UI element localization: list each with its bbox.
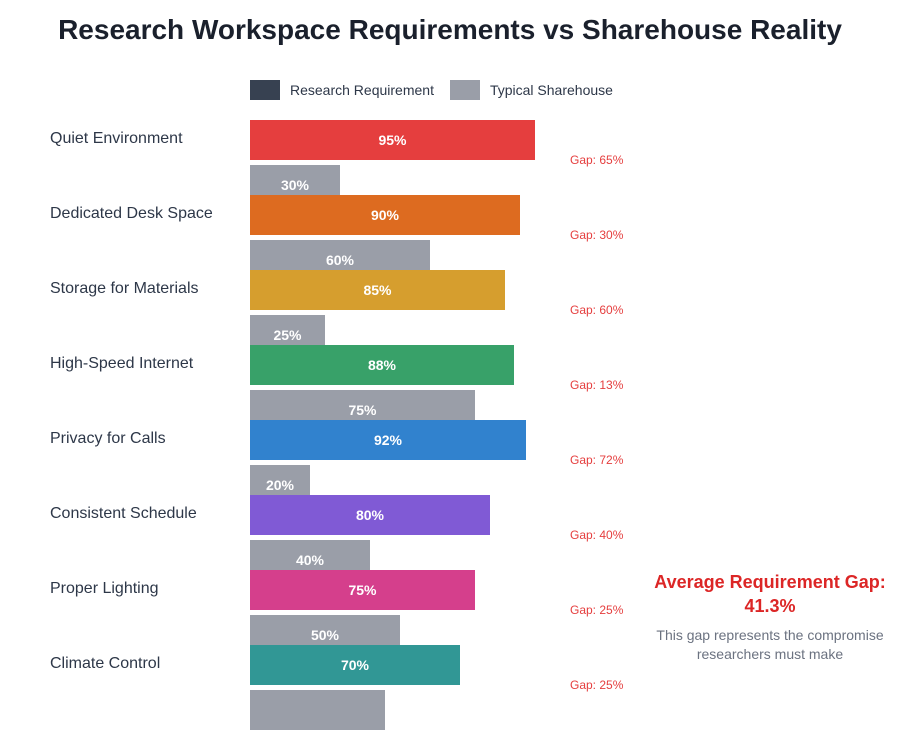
legend-swatch-requirement bbox=[250, 80, 280, 100]
summary-box: Average Requirement Gap: 41.3% This gap … bbox=[645, 570, 895, 664]
gap-label: Gap: 40% bbox=[570, 528, 624, 542]
requirement-bar: 92% bbox=[250, 420, 526, 460]
gap-label: Gap: 30% bbox=[570, 228, 624, 242]
requirement-bar: 75% bbox=[250, 570, 475, 610]
category-label: Dedicated Desk Space bbox=[50, 205, 213, 222]
legend-swatch-sharehouse bbox=[449, 80, 480, 100]
requirement-bar: 85% bbox=[250, 270, 505, 310]
category-label: Climate Control bbox=[50, 655, 161, 672]
category-label: Storage for Materials bbox=[50, 280, 199, 297]
requirement-bar: 70% bbox=[250, 645, 460, 685]
gap-label: Gap: 25% bbox=[570, 603, 624, 617]
gap-label: Gap: 25% bbox=[570, 678, 624, 692]
requirement-bar: 80% bbox=[250, 495, 490, 535]
category-label: Proper Lighting bbox=[50, 580, 159, 597]
gap-label: Gap: 60% bbox=[570, 303, 624, 317]
gap-label: Gap: 13% bbox=[570, 378, 624, 392]
gap-label: Gap: 65% bbox=[570, 153, 624, 167]
legend-label-requirement: Research Requirement bbox=[290, 82, 434, 98]
category-label: Consistent Schedule bbox=[50, 505, 197, 522]
average-gap-note: This gap represents the compromise resea… bbox=[656, 627, 884, 662]
chart-title: Research Workspace Requirements vs Share… bbox=[58, 14, 842, 45]
category-label: Privacy for Calls bbox=[50, 430, 166, 447]
category-label: Quiet Environment bbox=[50, 130, 183, 147]
legend-label-sharehouse: Typical Sharehouse bbox=[489, 82, 613, 98]
category-label: High-Speed Internet bbox=[50, 355, 194, 372]
average-gap: Average Requirement Gap: 41.3% bbox=[654, 572, 886, 616]
requirement-bar: 88% bbox=[250, 345, 514, 385]
legend: Research Requirement Typical Sharehouse bbox=[250, 80, 613, 100]
sharehouse-bar bbox=[250, 690, 385, 730]
requirement-bar: 90% bbox=[250, 195, 520, 235]
gap-label: Gap: 72% bbox=[570, 453, 624, 467]
requirement-bar: 95% bbox=[250, 120, 535, 160]
